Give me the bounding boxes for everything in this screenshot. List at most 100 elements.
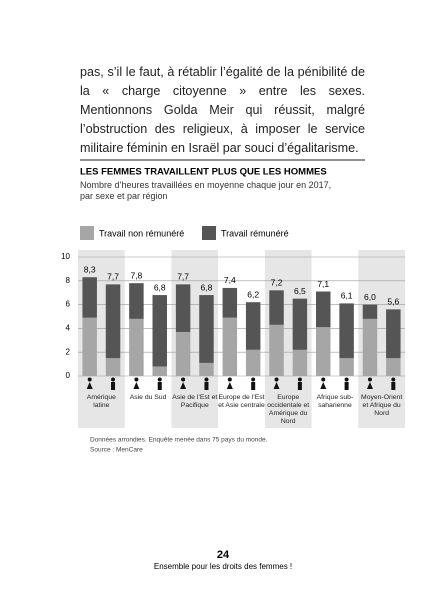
icon-body [180, 382, 187, 389]
person-icon [251, 377, 256, 390]
bar-segment [82, 317, 97, 376]
icon-head [367, 377, 372, 382]
bar-segment [362, 318, 378, 376]
bar-segment [199, 362, 214, 376]
person-icon [391, 377, 396, 390]
category-box: Europe de l’Est et Asie centrale [218, 394, 265, 409]
bar-segment [292, 349, 308, 376]
icon-body [391, 382, 396, 390]
total-label: 6,5 [294, 286, 306, 296]
x-tick-label: Amérique latine [86, 394, 116, 409]
bar-segment [386, 358, 401, 376]
x-tick-label: Moyen-Orient et Afrique du Nord [361, 394, 403, 417]
page-number: 24 [217, 549, 230, 561]
y-tick-label: 2 [66, 347, 71, 356]
paragraph: pas, s’il le faut, à rétablir l’égalité … [80, 65, 365, 155]
category-box: Moyen-Orient et Afrique du Nord [361, 394, 403, 417]
chart-subtitle: Nombre d’heures travaillées en moyenne c… [80, 180, 332, 201]
bar-segment [105, 358, 121, 376]
total-label: 6,8 [201, 282, 213, 292]
total-label: 6,2 [247, 289, 259, 299]
total-label: 7,1 [317, 279, 329, 289]
y-tick-label: 8 [66, 276, 71, 285]
category-box: Amérique latine [86, 394, 116, 409]
bar-segment [222, 317, 238, 376]
icon-head [391, 377, 396, 382]
icon-body [86, 382, 93, 389]
icon-head [157, 377, 162, 382]
icon-body [111, 382, 116, 390]
bar-segment [222, 287, 238, 318]
person-icon [366, 377, 373, 389]
subtitle-box: Nombre d’heures travaillées en moyenne c… [80, 180, 332, 201]
legend-label: Travail non rémunéré [99, 228, 184, 238]
icon-body [320, 382, 327, 389]
bar-segment [175, 284, 191, 332]
bar-segment [316, 327, 331, 376]
person-icon [204, 377, 209, 390]
category-box: Europe occidentale et Amérique du Nord [267, 394, 310, 425]
legend-label: Travail rémunéré [221, 228, 289, 238]
icon-body [366, 382, 373, 389]
icon-body [273, 382, 280, 389]
chart-title: LES FEMMES TRAVAILLENT PLUS QUE LES HOMM… [80, 167, 327, 178]
icon-head [204, 377, 209, 382]
person-icon [320, 377, 327, 389]
legend-swatch [202, 226, 216, 240]
category-box: Asie du Sud [129, 394, 167, 401]
bar-segment [269, 290, 284, 325]
icon-body [204, 382, 209, 390]
source-note: Données arrondies. Enquête menée dans 75… [90, 437, 268, 444]
total-label: 7,4 [224, 275, 236, 285]
bar-segment [269, 324, 284, 376]
icon-head [134, 377, 139, 382]
total-label: 7,2 [271, 278, 283, 288]
icon-body [157, 382, 162, 390]
bar-segment [245, 302, 261, 350]
person-icon [226, 377, 233, 389]
x-tick-label: Asie du Sud [129, 394, 167, 401]
icon-head [274, 377, 279, 382]
bar-segment [129, 283, 144, 319]
total-label: 7,7 [107, 272, 119, 282]
icon-head [344, 377, 349, 382]
icon-body [226, 382, 233, 389]
total-label: 6,0 [364, 292, 376, 302]
person-icon [133, 377, 140, 389]
person-icon [297, 377, 302, 390]
legend-swatch [80, 226, 94, 240]
total-label: 5,6 [387, 297, 399, 307]
bar-segment [152, 366, 167, 376]
total-label: 7,7 [177, 272, 189, 282]
icon-body [133, 382, 140, 389]
icon-body [251, 382, 256, 390]
person-icon [157, 377, 162, 390]
y-tick-label: 6 [66, 300, 71, 309]
icon-head [87, 377, 92, 382]
bar-segment [245, 349, 261, 376]
source-note: Source : MenCare [90, 447, 143, 454]
y-tick-label: 0 [66, 371, 71, 380]
bar-segment [316, 291, 331, 328]
person-icon [111, 377, 116, 390]
y-tick-label: 10 [61, 252, 70, 261]
bar-segment [175, 331, 191, 376]
bar-segment [129, 318, 144, 376]
person-icon [86, 377, 93, 389]
icon-head [111, 377, 116, 382]
total-label: 6,8 [154, 282, 166, 292]
bar-segment [339, 358, 354, 376]
icon-head [227, 377, 232, 382]
footer-title: Ensemble pour les droits des femmes ! [154, 562, 292, 571]
bar-segment [386, 309, 401, 359]
person-icon [273, 377, 280, 389]
x-tick-label: Europe occidentale et Amérique du Nord [267, 394, 310, 425]
bar-segment [82, 277, 97, 318]
total-label: 8,3 [84, 264, 96, 274]
x-tick-label: Europe de l’Est et Asie centrale [218, 394, 265, 409]
icon-head [251, 377, 256, 382]
icon-head [181, 377, 186, 382]
x-tick-label: Asie de l’Est et Pacifique [172, 394, 218, 409]
